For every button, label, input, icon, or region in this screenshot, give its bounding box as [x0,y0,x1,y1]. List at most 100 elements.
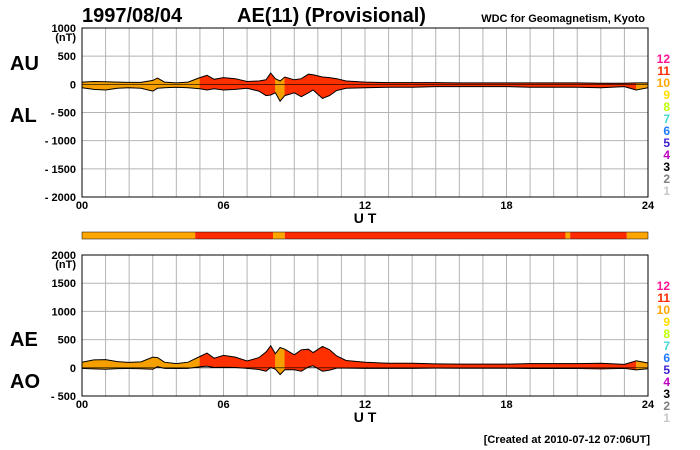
x-tick-label: 24 [642,399,655,411]
series-line-ae [81,344,649,365]
legend-level-4: 4 [663,148,670,162]
y-tick-label: 500 [58,335,76,347]
x-tick-label: 12 [359,399,371,411]
al-label: AL [10,105,37,127]
series-fill-segment [553,82,578,88]
ao-label: AO [10,371,40,393]
legend-level-7: 7 [663,339,670,353]
legend-level-6: 6 [663,124,670,138]
ae-label: AE [10,329,38,351]
x-tick-label: 00 [76,399,88,411]
legend-level-2: 2 [663,172,670,186]
created-timestamp: [Created at 2010-07-12 07:06UT] [484,434,651,446]
series-fill-segment [140,356,153,370]
ae-ao-grid [82,255,648,396]
series-fill-segment [187,77,201,90]
series-fill-segment [93,81,106,91]
legend-level-8: 8 [663,100,670,114]
series-fill-segment [459,82,484,87]
status-bar-frame [81,231,649,240]
index-title: AE(11) (Provisional) [237,5,426,27]
au-al-unit-label: (nT) [55,32,76,44]
au-al-series [81,72,649,103]
legend-level-10: 10 [657,303,671,317]
date-title: 1997/08/04 [82,5,183,27]
status-segment [565,232,571,239]
legend-level-1: 1 [663,411,670,425]
organization-label: WDC for Geomagnetism, Kyoto [481,13,645,25]
series-fill-segment [322,76,330,99]
x-tick-label: 24 [642,200,655,212]
legend-level-11: 11 [657,291,670,305]
legend-level-3: 3 [663,160,670,174]
status-segment [157,232,196,239]
x-tick-label: 00 [76,200,88,212]
y-tick-label: 0 [70,79,76,91]
legend-level-12: 12 [657,279,671,293]
legend-level-11: 11 [657,64,670,78]
x-tick-label: 06 [217,200,229,212]
series-fill-segment [624,82,637,91]
au-al-plot-frame [81,27,649,198]
series-fill-segment [482,82,507,87]
y-tick-label: 2000 [52,250,76,262]
au-al-y-ticks: 1000 500 0 - 500 - 1000 - 1500 - 2000 [45,23,76,204]
ae-ao-plot-frame [81,254,649,397]
au-label: AU [10,53,39,75]
ae-ao-y-ticks: 2000 1500 1000 500 0 - 500 [51,250,76,403]
legend-level-7: 7 [663,112,670,126]
status-segment [284,232,566,239]
ae-ao-series [81,344,649,376]
y-tick-label: 0 [70,363,76,375]
legend-level-4: 4 [663,375,670,389]
legend-level-3: 3 [663,387,670,401]
legend-level-5: 5 [663,363,670,377]
y-tick-label: 500 [58,51,76,63]
y-tick-label: - 1000 [45,136,76,148]
series-line-al [81,86,649,103]
legend-level-9: 9 [663,315,670,329]
y-tick-label: 1000 [52,23,76,35]
au-al-x-axis-title: U T [354,210,377,226]
legend-level-5: 5 [663,136,670,150]
legend-level-2: 2 [663,399,670,413]
y-tick-label: - 500 [51,108,76,120]
legend-level-8: 8 [663,327,670,341]
x-tick-label: 18 [500,399,512,411]
au-al-grid [82,28,648,197]
series-line-ao [81,365,649,376]
legend-level-10: 10 [657,76,671,90]
y-tick-label: 1500 [52,278,76,290]
legend-level-1: 1 [663,184,670,198]
status-segment [82,232,158,239]
status-segment [570,232,627,239]
series-fill-segment [294,78,302,98]
x-tick-label: 06 [217,399,229,411]
y-tick-label: - 500 [51,391,76,403]
status-segment [626,232,648,239]
legend-level-9: 9 [663,88,670,102]
series-fill-segment [223,77,236,91]
y-tick-label: - 2000 [45,192,76,204]
ae-ao-unit-label: (nT) [55,259,76,271]
status-segment [273,232,285,239]
series-fill-segment [388,82,413,88]
data-status-bar [81,231,649,240]
y-tick-label: - 1500 [45,164,76,176]
status-segment [195,232,274,239]
series-line-au [81,72,648,84]
y-tick-label: 1000 [52,306,76,318]
series-fill-segment [529,82,554,88]
legend-level-12: 12 [657,52,671,66]
au-al-x-ticks: 00 06 12 18 24 [76,200,655,212]
x-tick-label: 12 [359,200,371,212]
legend-level-6: 6 [663,351,670,365]
ae-ao-x-axis-title: U T [354,409,377,425]
x-tick-label: 18 [500,200,512,212]
series-fill-segment [322,345,330,372]
